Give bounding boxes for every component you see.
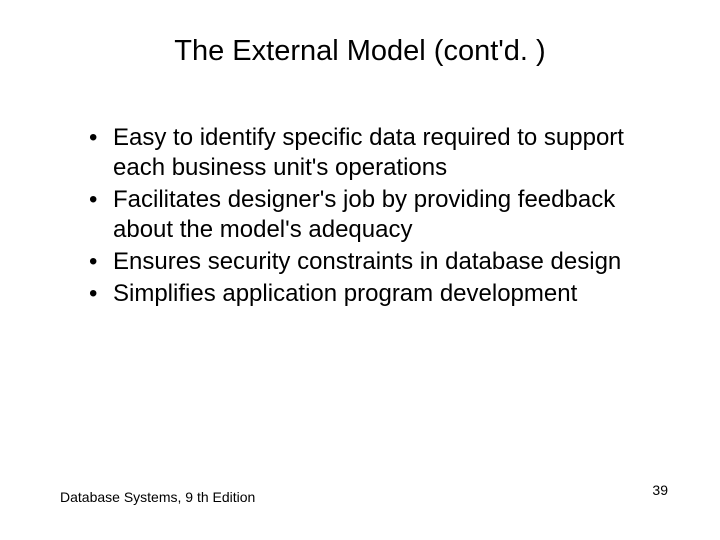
slide-title: The External Model (cont'd. ) — [60, 35, 660, 68]
bullet-item: Facilitates designer's job by providing … — [85, 185, 650, 245]
page-number: 39 — [652, 482, 668, 498]
slide-content: Easy to identify specific data required … — [60, 123, 660, 309]
footer-source: Database Systems, 9 th Edition — [60, 489, 255, 505]
bullet-item: Easy to identify specific data required … — [85, 123, 650, 183]
slide-container: The External Model (cont'd. ) Easy to id… — [0, 0, 720, 540]
bullet-list: Easy to identify specific data required … — [85, 123, 650, 309]
bullet-item: Simplifies application program developme… — [85, 279, 650, 309]
bullet-item: Ensures security constraints in database… — [85, 247, 650, 277]
